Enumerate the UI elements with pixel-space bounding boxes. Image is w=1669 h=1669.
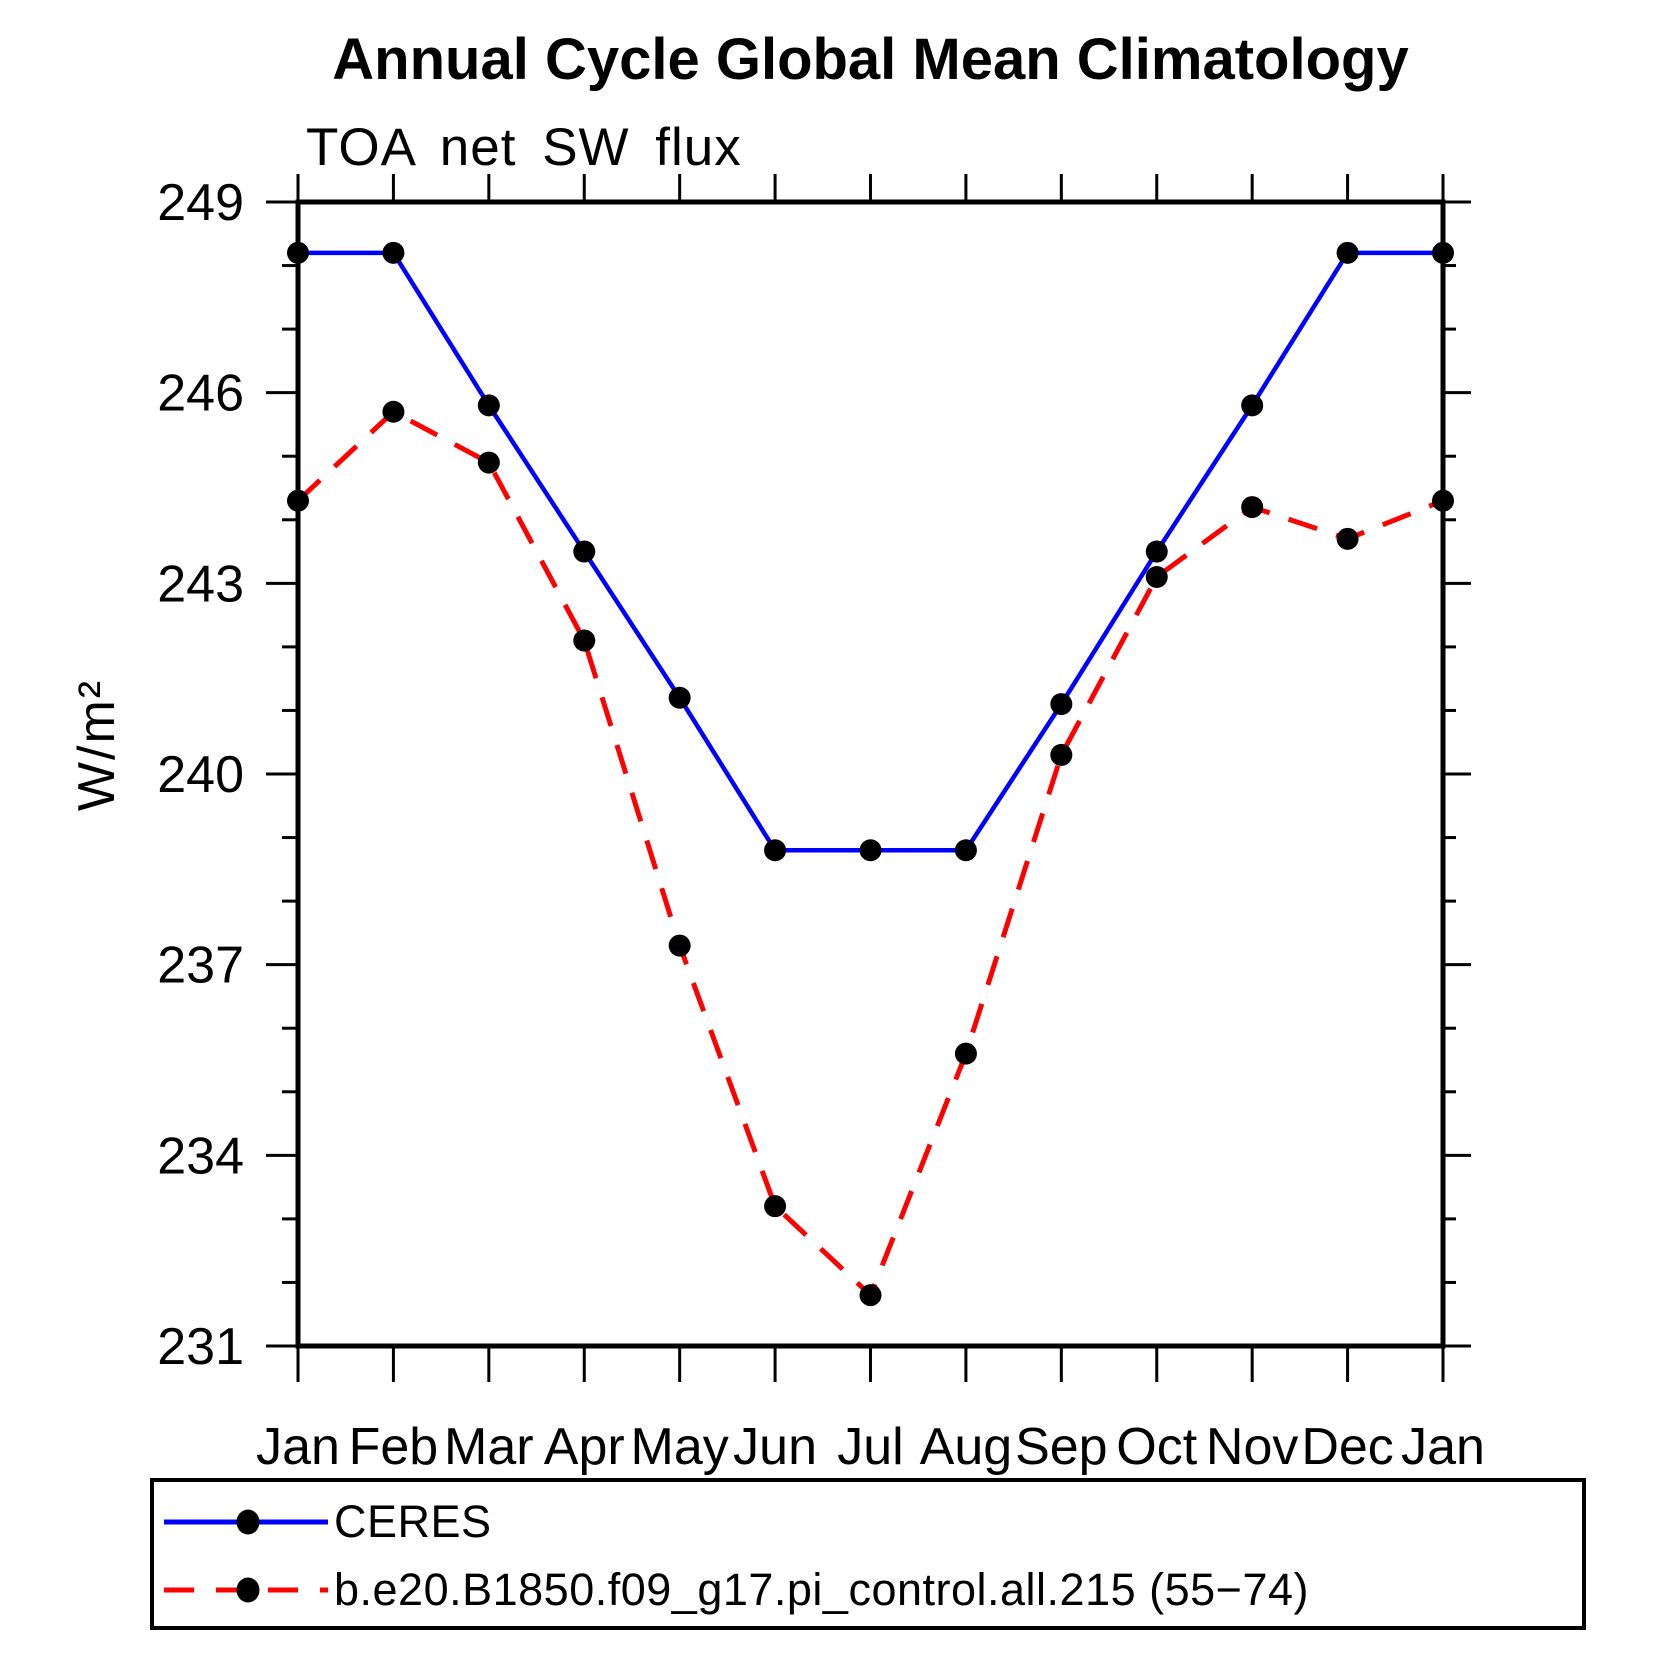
data-point-marker (477, 451, 500, 474)
ceres-line (298, 250, 1443, 853)
y-tick-label: 243 (157, 555, 244, 613)
y-tick-label: 249 (157, 174, 244, 232)
ceres-line-swatch (164, 1509, 328, 1535)
y-tick-label: 231 (157, 1318, 244, 1376)
legend: CERES b.e20.B1850.f09_g17.pi_control.all… (150, 1478, 1586, 1630)
x-tick-label: Apr (544, 1418, 625, 1476)
legend-entry-model: b.e20.B1850.f09_g17.pi_control.all.215 (… (162, 1560, 1578, 1620)
data-point-marker (954, 839, 977, 862)
x-tick-label: Jan (256, 1418, 340, 1476)
x-tick-label: Jan (1401, 1418, 1485, 1476)
data-point-marker (859, 839, 882, 862)
x-tick-label: Oct (1116, 1418, 1197, 1476)
legend-entry-ceres: CERES (162, 1492, 1578, 1552)
data-point-marker (1145, 540, 1168, 563)
y-tick-label: 246 (157, 365, 244, 423)
data-point-marker (764, 1195, 787, 1218)
x-tick-label: Jun (733, 1418, 817, 1476)
data-point-marker (287, 241, 309, 264)
data-point-marker (1432, 489, 1454, 512)
data-point-marker (1432, 241, 1454, 264)
y-tick-label: 237 (157, 937, 244, 995)
data-point-marker (954, 1042, 977, 1065)
data-point-marker (1145, 565, 1168, 588)
data-point-marker (573, 629, 596, 652)
legend-label-ceres: CERES (334, 1496, 492, 1547)
data-point-marker (859, 1284, 882, 1307)
x-tick-label: Jul (837, 1418, 903, 1476)
data-point-marker (287, 489, 309, 512)
data-point-marker (1336, 241, 1359, 264)
model-line-swatch (164, 1577, 328, 1603)
data-point-marker (764, 839, 787, 862)
x-tick-label: Aug (920, 1418, 1013, 1476)
data-point-marker (1336, 527, 1359, 550)
data-point-marker (1241, 394, 1264, 417)
x-tick-label: Dec (1301, 1418, 1393, 1476)
data-point-marker (1050, 743, 1073, 766)
y-tick-label: 240 (157, 746, 244, 804)
y-tick-label: 234 (157, 1127, 244, 1185)
data-point-marker (573, 540, 596, 563)
x-tick-label: Sep (1015, 1418, 1108, 1476)
chart-subtitle: TOA net SW flux (306, 118, 742, 177)
data-point-marker (382, 400, 405, 423)
data-point-marker (1241, 496, 1264, 519)
legend-label-model: b.e20.B1850.f09_g17.pi_control.all.215 (… (334, 1564, 1309, 1615)
data-point-marker (477, 394, 500, 417)
x-tick-label: Feb (349, 1418, 439, 1476)
x-tick-label: Nov (1206, 1418, 1298, 1476)
data-point-marker (382, 241, 405, 264)
data-point-marker (1050, 693, 1073, 716)
chart-title: Annual Cycle Global Mean Climatology (332, 27, 1409, 92)
x-tick-label: Mar (444, 1418, 534, 1476)
x-tick-label: May (631, 1418, 729, 1476)
data-point-marker (668, 686, 691, 709)
plot-frame (295, 199, 1446, 1349)
data-point-marker (668, 934, 691, 957)
